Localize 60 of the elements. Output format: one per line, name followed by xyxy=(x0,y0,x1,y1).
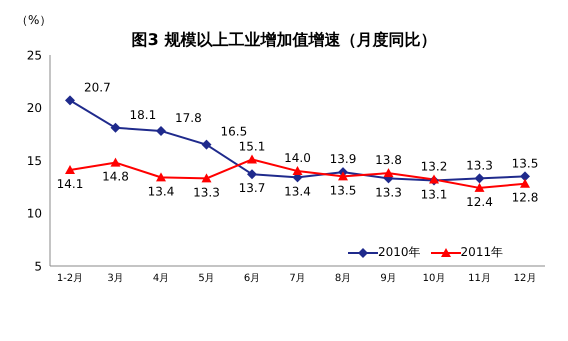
data-label: 13.9 xyxy=(330,152,356,166)
x-tick-label: 6月 xyxy=(244,273,260,284)
data-label: 18.1 xyxy=(130,108,156,122)
point xyxy=(247,154,257,164)
point xyxy=(292,166,302,176)
point xyxy=(156,126,166,136)
point xyxy=(384,168,394,178)
legend-label: 2011年 xyxy=(460,244,504,261)
point xyxy=(429,174,439,184)
data-label: 15.1 xyxy=(238,139,266,154)
data-label: 20.7 xyxy=(84,80,111,94)
point xyxy=(520,178,530,188)
point xyxy=(474,173,484,184)
x-tick-label: 3月 xyxy=(107,273,124,284)
data-label: 16.5 xyxy=(220,124,248,139)
point xyxy=(156,172,166,182)
x-tick-label: 12月 xyxy=(514,273,536,284)
point xyxy=(202,173,212,182)
chart-title: 图3 规模以上工业增加值增速（月度同比） xyxy=(132,30,436,49)
y-tick-label: 25 xyxy=(26,48,42,62)
data-label: 13.3 xyxy=(466,158,493,172)
point xyxy=(202,140,212,150)
data-label: 13.5 xyxy=(512,156,538,170)
point xyxy=(110,158,120,167)
point xyxy=(65,164,75,174)
data-label: 14.1 xyxy=(56,176,84,191)
point xyxy=(474,182,484,192)
x-tick-label: 10月 xyxy=(422,273,446,284)
x-tick-label: 11月 xyxy=(468,273,491,284)
point xyxy=(338,171,348,180)
y-tick-label: 15 xyxy=(26,154,42,168)
data-label: 13.2 xyxy=(420,159,448,174)
data-label: 13.4 xyxy=(148,184,174,198)
data-label: 13.1 xyxy=(420,188,448,202)
x-tick-label: 5月 xyxy=(198,273,215,284)
point xyxy=(110,122,120,133)
x-tick-label: 9月 xyxy=(380,273,397,284)
x-tick-label: 8月 xyxy=(334,273,352,284)
x-tick-label: 4月 xyxy=(152,273,170,284)
data-label: 12.4 xyxy=(466,194,493,209)
legend-label: 2010年 xyxy=(377,244,421,261)
data-label: 17.8 xyxy=(175,110,202,125)
y-axis-title: （%） xyxy=(16,12,52,29)
data-label: 13.7 xyxy=(238,181,266,196)
x-tick-label: 1-2月 xyxy=(56,273,84,284)
y-tick-label: 20 xyxy=(26,101,42,116)
point xyxy=(247,169,257,180)
data-label: 13.8 xyxy=(375,153,402,168)
data-label: 14.0 xyxy=(284,151,311,166)
x-tick-label: 7月 xyxy=(289,273,306,284)
data-label: 12.8 xyxy=(512,190,538,205)
data-label: 14.8 xyxy=(102,170,129,184)
y-tick-label: 10 xyxy=(26,206,42,221)
data-label: 13.4 xyxy=(284,184,311,198)
y-tick-label: 5 xyxy=(34,259,42,274)
data-label: 13.5 xyxy=(330,183,356,198)
point xyxy=(520,171,530,182)
point xyxy=(65,95,75,106)
data-label: 13.3 xyxy=(375,185,402,200)
data-label: 13.3 xyxy=(193,185,220,200)
